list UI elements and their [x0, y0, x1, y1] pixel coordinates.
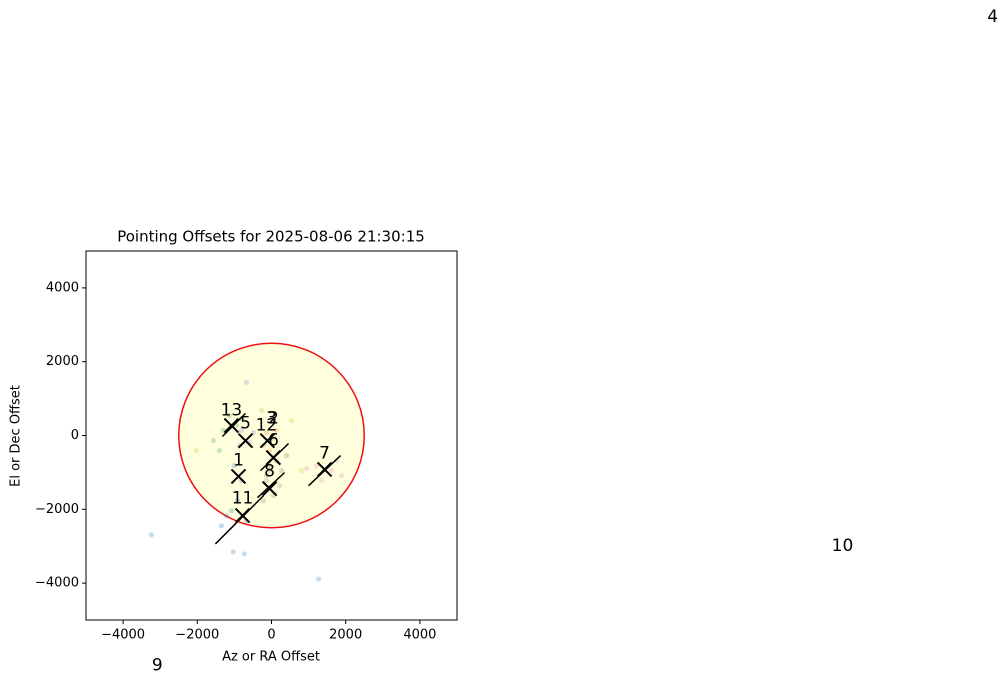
x-axis-label: Az or RA Offset	[222, 650, 320, 665]
center-marker	[223, 417, 240, 434]
offset-line	[221, 412, 246, 438]
scatter-point	[226, 412, 233, 419]
annotation: 10	[832, 536, 854, 556]
offset-line	[256, 472, 286, 499]
scatter-point	[231, 463, 237, 469]
plot-area	[148, 342, 365, 582]
scatter-point	[210, 437, 217, 444]
center-marker	[261, 480, 278, 497]
annotation: 11	[232, 489, 254, 509]
center-marker	[259, 432, 276, 449]
scatter-point	[334, 457, 340, 464]
annotation: 3	[266, 408, 277, 428]
scatter-point	[316, 576, 322, 582]
y-tick-label: 4000	[46, 280, 79, 295]
scatter-point	[218, 523, 225, 529]
x-tick-label: 0	[267, 628, 275, 643]
axes-frame	[85, 250, 458, 621]
scatter-point	[216, 447, 223, 454]
scatter-point	[339, 473, 345, 479]
scatter-point	[298, 468, 305, 474]
scatter-point	[238, 427, 245, 434]
y-tick-label: 2000	[46, 354, 79, 369]
scatter-point	[223, 513, 230, 519]
scatter-point	[318, 478, 325, 484]
scatter-point	[313, 463, 320, 469]
scatter-point	[288, 417, 295, 424]
chart-title: Pointing Offsets for 2025-08-06 21:30:15	[117, 228, 425, 246]
x-tick-label: 4000	[403, 628, 436, 643]
scatter-point	[278, 468, 285, 474]
center-marker	[230, 468, 247, 485]
annotation: 5	[240, 413, 251, 433]
scatter-point	[234, 498, 240, 504]
annotation: 6	[268, 431, 279, 451]
x-tick-label: 2000	[329, 628, 362, 643]
scatter-point	[266, 463, 273, 469]
scatter-point	[303, 466, 310, 472]
scatter-point	[263, 478, 270, 484]
scatter-point	[228, 508, 235, 514]
scatter-point	[230, 549, 236, 555]
annotation: 12	[256, 415, 278, 435]
center-marker	[316, 461, 333, 478]
scatter-point	[193, 447, 199, 454]
y-axis-label: El or Dec Offset	[9, 385, 24, 487]
scatter-point	[263, 473, 270, 479]
scatter-point	[266, 468, 273, 474]
scatter-point	[276, 483, 283, 489]
annotation: 9	[152, 655, 163, 675]
annotation: 8	[264, 462, 275, 482]
annotation: 4	[987, 7, 998, 27]
center-marker	[234, 507, 251, 524]
annotation: 13	[221, 400, 243, 420]
scatter-point	[243, 379, 250, 385]
scatter-point	[283, 452, 290, 459]
annotation: 1	[233, 451, 244, 471]
scatter-point	[260, 498, 267, 504]
scatter-point	[148, 532, 154, 538]
scatter-point	[263, 429, 270, 436]
y-tick-label: −2000	[35, 502, 79, 517]
scatter-point	[258, 407, 265, 414]
center-marker	[237, 432, 254, 449]
y-tick-label: −4000	[35, 576, 79, 591]
scatter-point	[329, 468, 335, 474]
y-tick-label: 0	[71, 428, 79, 443]
scatter-point	[273, 427, 280, 434]
annotation: 7	[319, 444, 330, 464]
scatter-point	[241, 551, 248, 557]
center-marker	[265, 449, 282, 466]
x-tick-label: −4000	[101, 628, 145, 643]
annotation: 2	[268, 408, 279, 428]
x-tick-label: −2000	[175, 628, 219, 643]
